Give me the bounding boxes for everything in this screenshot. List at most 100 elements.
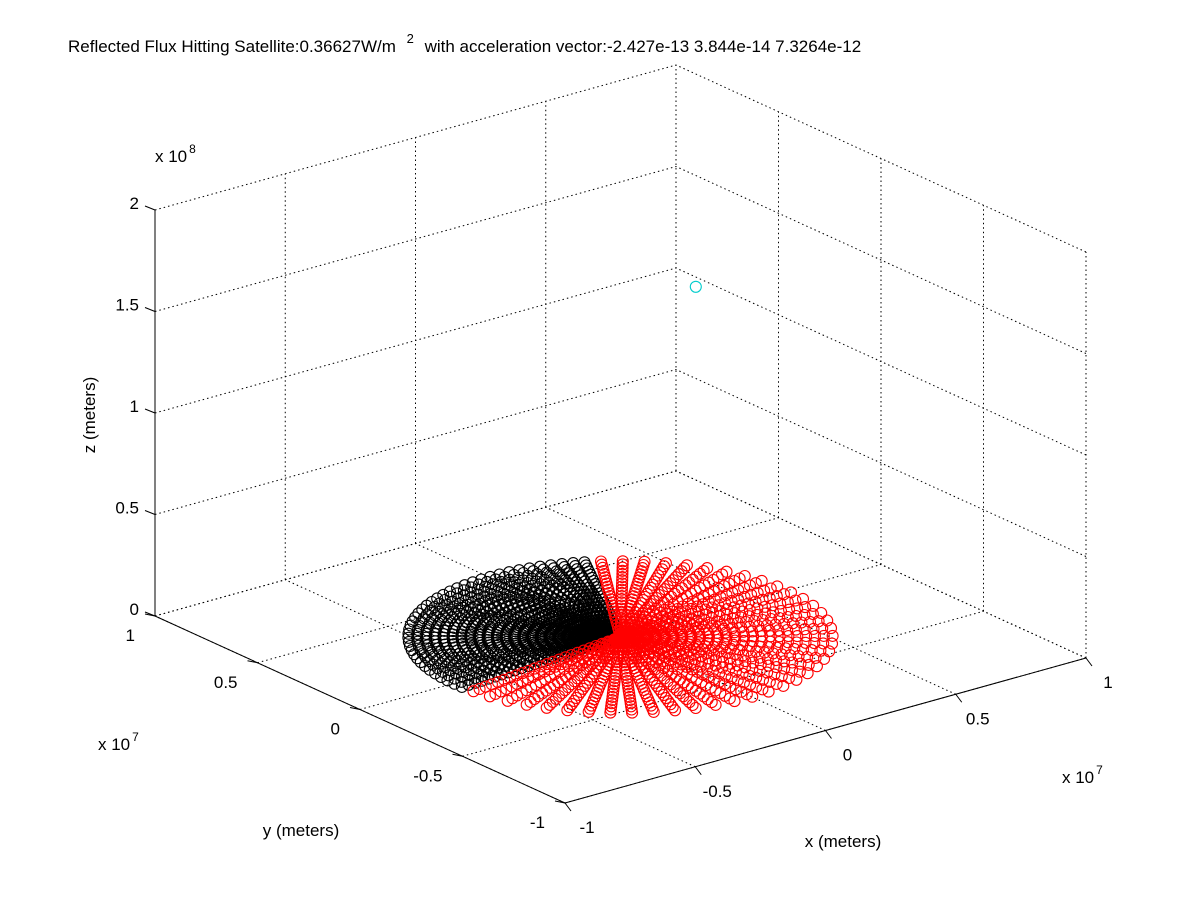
data-point (718, 638, 731, 651)
data-point (633, 600, 646, 613)
data-point (691, 665, 704, 678)
data-point (650, 572, 663, 585)
y-tick-mark (554, 800, 566, 804)
grid-line-wall-z (675, 369, 1087, 557)
data-point (705, 696, 718, 709)
data-point (729, 683, 742, 696)
z-tick-mark (144, 307, 156, 312)
data-point (555, 673, 568, 686)
data-point (495, 668, 508, 681)
data-point (448, 651, 461, 664)
data-point (724, 680, 737, 693)
data-point (486, 578, 499, 591)
data-point (654, 566, 667, 579)
data-point (524, 695, 537, 708)
data-point (476, 669, 489, 682)
y-tick-label: -1 (530, 813, 545, 832)
data-point (585, 670, 598, 683)
data-point (796, 592, 810, 605)
data-point (655, 685, 668, 699)
data-point (773, 630, 786, 643)
data-point (809, 651, 822, 664)
data-point (662, 664, 675, 678)
data-point (455, 680, 468, 693)
data-point (592, 597, 605, 610)
data-point (657, 688, 670, 702)
data-point (469, 671, 482, 684)
data-point (702, 657, 715, 670)
data-point (435, 670, 448, 684)
data-point (583, 673, 596, 686)
x-tick-label: -1 (579, 818, 594, 837)
data-point (789, 594, 802, 607)
data-point (737, 676, 750, 689)
title-flux-exponent: 2 (407, 31, 414, 46)
data-point (790, 636, 803, 649)
data-point (590, 593, 603, 607)
data-point (531, 568, 544, 581)
z-tick-mark (144, 611, 156, 617)
x-tick-label: -0.5 (703, 782, 732, 801)
data-point (616, 567, 629, 580)
z-tick-label: 2 (130, 194, 139, 213)
data-point (808, 629, 821, 643)
data-point (799, 636, 812, 649)
data-point (615, 596, 628, 609)
data-point (761, 666, 774, 679)
x-axis-multiplier: x 10 7 (1062, 763, 1103, 787)
data-point (594, 600, 607, 613)
y-tick-mark (349, 707, 361, 710)
y-tick-label: 0.5 (214, 673, 238, 692)
data-point (604, 706, 617, 719)
satellite-point (689, 280, 702, 293)
data-point (431, 653, 444, 667)
data-point (540, 684, 553, 697)
data-point (491, 589, 504, 603)
z-tick-label: 0.5 (115, 499, 139, 518)
y-axis-label: y (meters) (263, 821, 340, 840)
data-point (702, 670, 715, 683)
data-point (750, 671, 763, 684)
grid-line-wall-z (154, 64, 677, 211)
data-point (647, 645, 660, 658)
data-point (642, 584, 655, 597)
data-point (762, 659, 775, 672)
data-point (616, 577, 629, 590)
data-point (580, 588, 593, 601)
x-tick-label: 0 (843, 746, 852, 765)
data-point (756, 593, 769, 606)
data-point (743, 579, 757, 592)
data-point (699, 608, 712, 621)
data-point (800, 629, 813, 643)
data-point (653, 682, 666, 695)
grid-line-wall-z (675, 64, 1087, 253)
data-point (419, 651, 432, 664)
data-point (749, 577, 762, 590)
data-point (457, 584, 470, 597)
data-point (463, 668, 476, 682)
data-point (675, 649, 688, 662)
data-point (644, 581, 657, 594)
data-point (731, 592, 745, 606)
data-point (615, 602, 628, 615)
data-point (750, 645, 763, 658)
data-point (701, 693, 714, 706)
data-point (505, 680, 518, 693)
data-point (709, 698, 722, 711)
data-point (805, 644, 818, 657)
data-point (790, 673, 803, 686)
data-point (791, 602, 804, 615)
data-point (510, 669, 523, 682)
data-point (494, 685, 507, 698)
data-point (732, 584, 745, 597)
data-point (500, 682, 513, 695)
data-point (559, 651, 572, 664)
data-point (616, 574, 629, 587)
data-point (816, 622, 829, 635)
data-point (532, 690, 545, 703)
data-point (709, 654, 722, 667)
data-point (574, 685, 587, 698)
data-point (656, 563, 669, 576)
grid-line-wall-z (675, 267, 1087, 456)
data-point (728, 695, 741, 708)
